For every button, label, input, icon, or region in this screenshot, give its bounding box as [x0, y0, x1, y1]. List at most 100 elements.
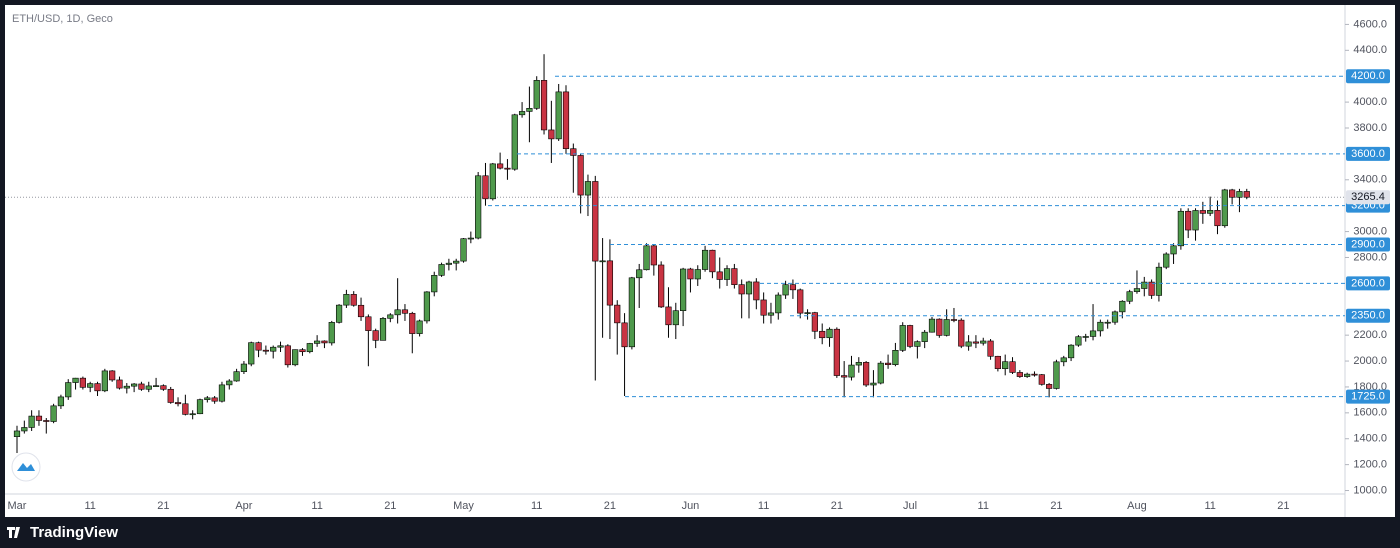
candle-body: [94, 383, 101, 392]
y-tick-label: 4000.0: [1353, 96, 1387, 108]
candle-body: [1126, 291, 1133, 302]
y-tick-label: 3000.0: [1353, 225, 1387, 237]
x-tick-label: 21: [384, 500, 396, 512]
level-tag: [1346, 146, 1390, 161]
candle-body: [555, 91, 562, 140]
candle-body: [277, 345, 284, 348]
candle-body: [877, 362, 884, 384]
candle-body: [775, 294, 782, 314]
candle-body: [994, 355, 1001, 369]
candle-body: [936, 318, 943, 336]
candle-body: [409, 312, 416, 334]
candle-body: [636, 269, 643, 279]
candle-body: [855, 362, 862, 366]
candle-body: [606, 260, 614, 306]
candle-body: [109, 370, 116, 381]
candle-body: [1031, 373, 1038, 376]
x-tick-label: 11: [978, 500, 989, 512]
y-tick-label: 1600.0: [1353, 407, 1387, 419]
candle-body: [621, 322, 628, 348]
candle-body: [892, 350, 899, 365]
candle-body: [1046, 384, 1053, 389]
candle-body: [782, 284, 789, 296]
candle-body: [518, 111, 526, 116]
candle-body: [482, 175, 489, 200]
y-tick-label: 2200.0: [1353, 329, 1387, 341]
last-price-tag: [1346, 190, 1390, 205]
candle-body: [1089, 330, 1097, 337]
candle-body: [262, 349, 269, 352]
candle-body: [548, 129, 555, 140]
candle-body: [438, 264, 445, 276]
candle-body: [497, 163, 504, 169]
candle-body: [1236, 191, 1243, 198]
candle-body: [167, 388, 174, 403]
candle-body: [1141, 281, 1148, 289]
candle-body: [28, 415, 35, 428]
candle-body: [797, 289, 804, 314]
level-tag: [1346, 308, 1390, 323]
candle-body: [826, 328, 833, 339]
x-tick-label: Apr: [235, 500, 252, 512]
candle-body: [958, 319, 965, 347]
level-label: 3600.0: [1351, 148, 1385, 160]
y-tick-label: 1400.0: [1353, 433, 1387, 445]
candle-body: [416, 320, 423, 334]
candle-body: [343, 294, 350, 306]
candle-body: [379, 318, 387, 341]
candle-body: [906, 325, 914, 347]
candle-body: [423, 291, 431, 322]
candle-body: [467, 237, 474, 240]
candle-body: [145, 385, 152, 390]
candle-body: [255, 342, 262, 351]
level-label: 2350.0: [1351, 310, 1385, 322]
candle-body: [1082, 336, 1089, 338]
level-label: 2600.0: [1351, 277, 1385, 289]
y-tick-label: 4400.0: [1353, 44, 1387, 56]
candle-body: [562, 91, 570, 150]
candle-body: [1192, 210, 1199, 231]
candle-body: [1170, 245, 1177, 255]
candle-body: [841, 375, 848, 378]
candle-body: [1243, 191, 1250, 198]
chart-background: [5, 5, 1395, 517]
candle-body: [1133, 288, 1141, 292]
x-tick-label: May: [453, 500, 474, 512]
candle-body: [196, 399, 204, 415]
x-tick-label: 11: [1204, 500, 1215, 512]
candle-body: [152, 385, 160, 387]
candle-body: [350, 294, 357, 306]
candle-body: [899, 325, 906, 351]
candle-body: [13, 430, 21, 437]
candle-body: [1067, 344, 1075, 359]
candle-body: [226, 380, 233, 386]
candle-body: [182, 403, 189, 415]
candle-body: [1229, 189, 1236, 198]
candle-body: [1075, 336, 1082, 346]
candle-body: [43, 420, 50, 422]
candle-body: [1177, 210, 1184, 247]
candle-body: [811, 312, 818, 332]
candle-body: [335, 304, 343, 323]
candle-body: [79, 377, 86, 388]
candle-body: [160, 385, 167, 390]
candle-body: [138, 383, 145, 390]
last-price-label: 3265.4: [1351, 191, 1385, 203]
x-tick-label: Jul: [903, 500, 917, 512]
x-tick-label: Mar: [8, 500, 27, 512]
candle-body: [1155, 266, 1163, 296]
candle-body: [57, 396, 65, 407]
candle-body: [731, 268, 738, 285]
y-tick-label: 2800.0: [1353, 251, 1387, 263]
candle-body: [753, 281, 760, 301]
x-tick-label: 21: [1277, 500, 1289, 512]
candle-body: [863, 362, 870, 386]
candle-body: [240, 363, 248, 372]
candle-body: [1009, 361, 1016, 373]
candle-body: [1038, 374, 1045, 385]
level-tag: [1346, 69, 1390, 84]
candle-body: [592, 181, 599, 262]
candle-body: [526, 108, 533, 112]
candle-body: [1016, 372, 1023, 377]
candle-body: [914, 341, 921, 347]
